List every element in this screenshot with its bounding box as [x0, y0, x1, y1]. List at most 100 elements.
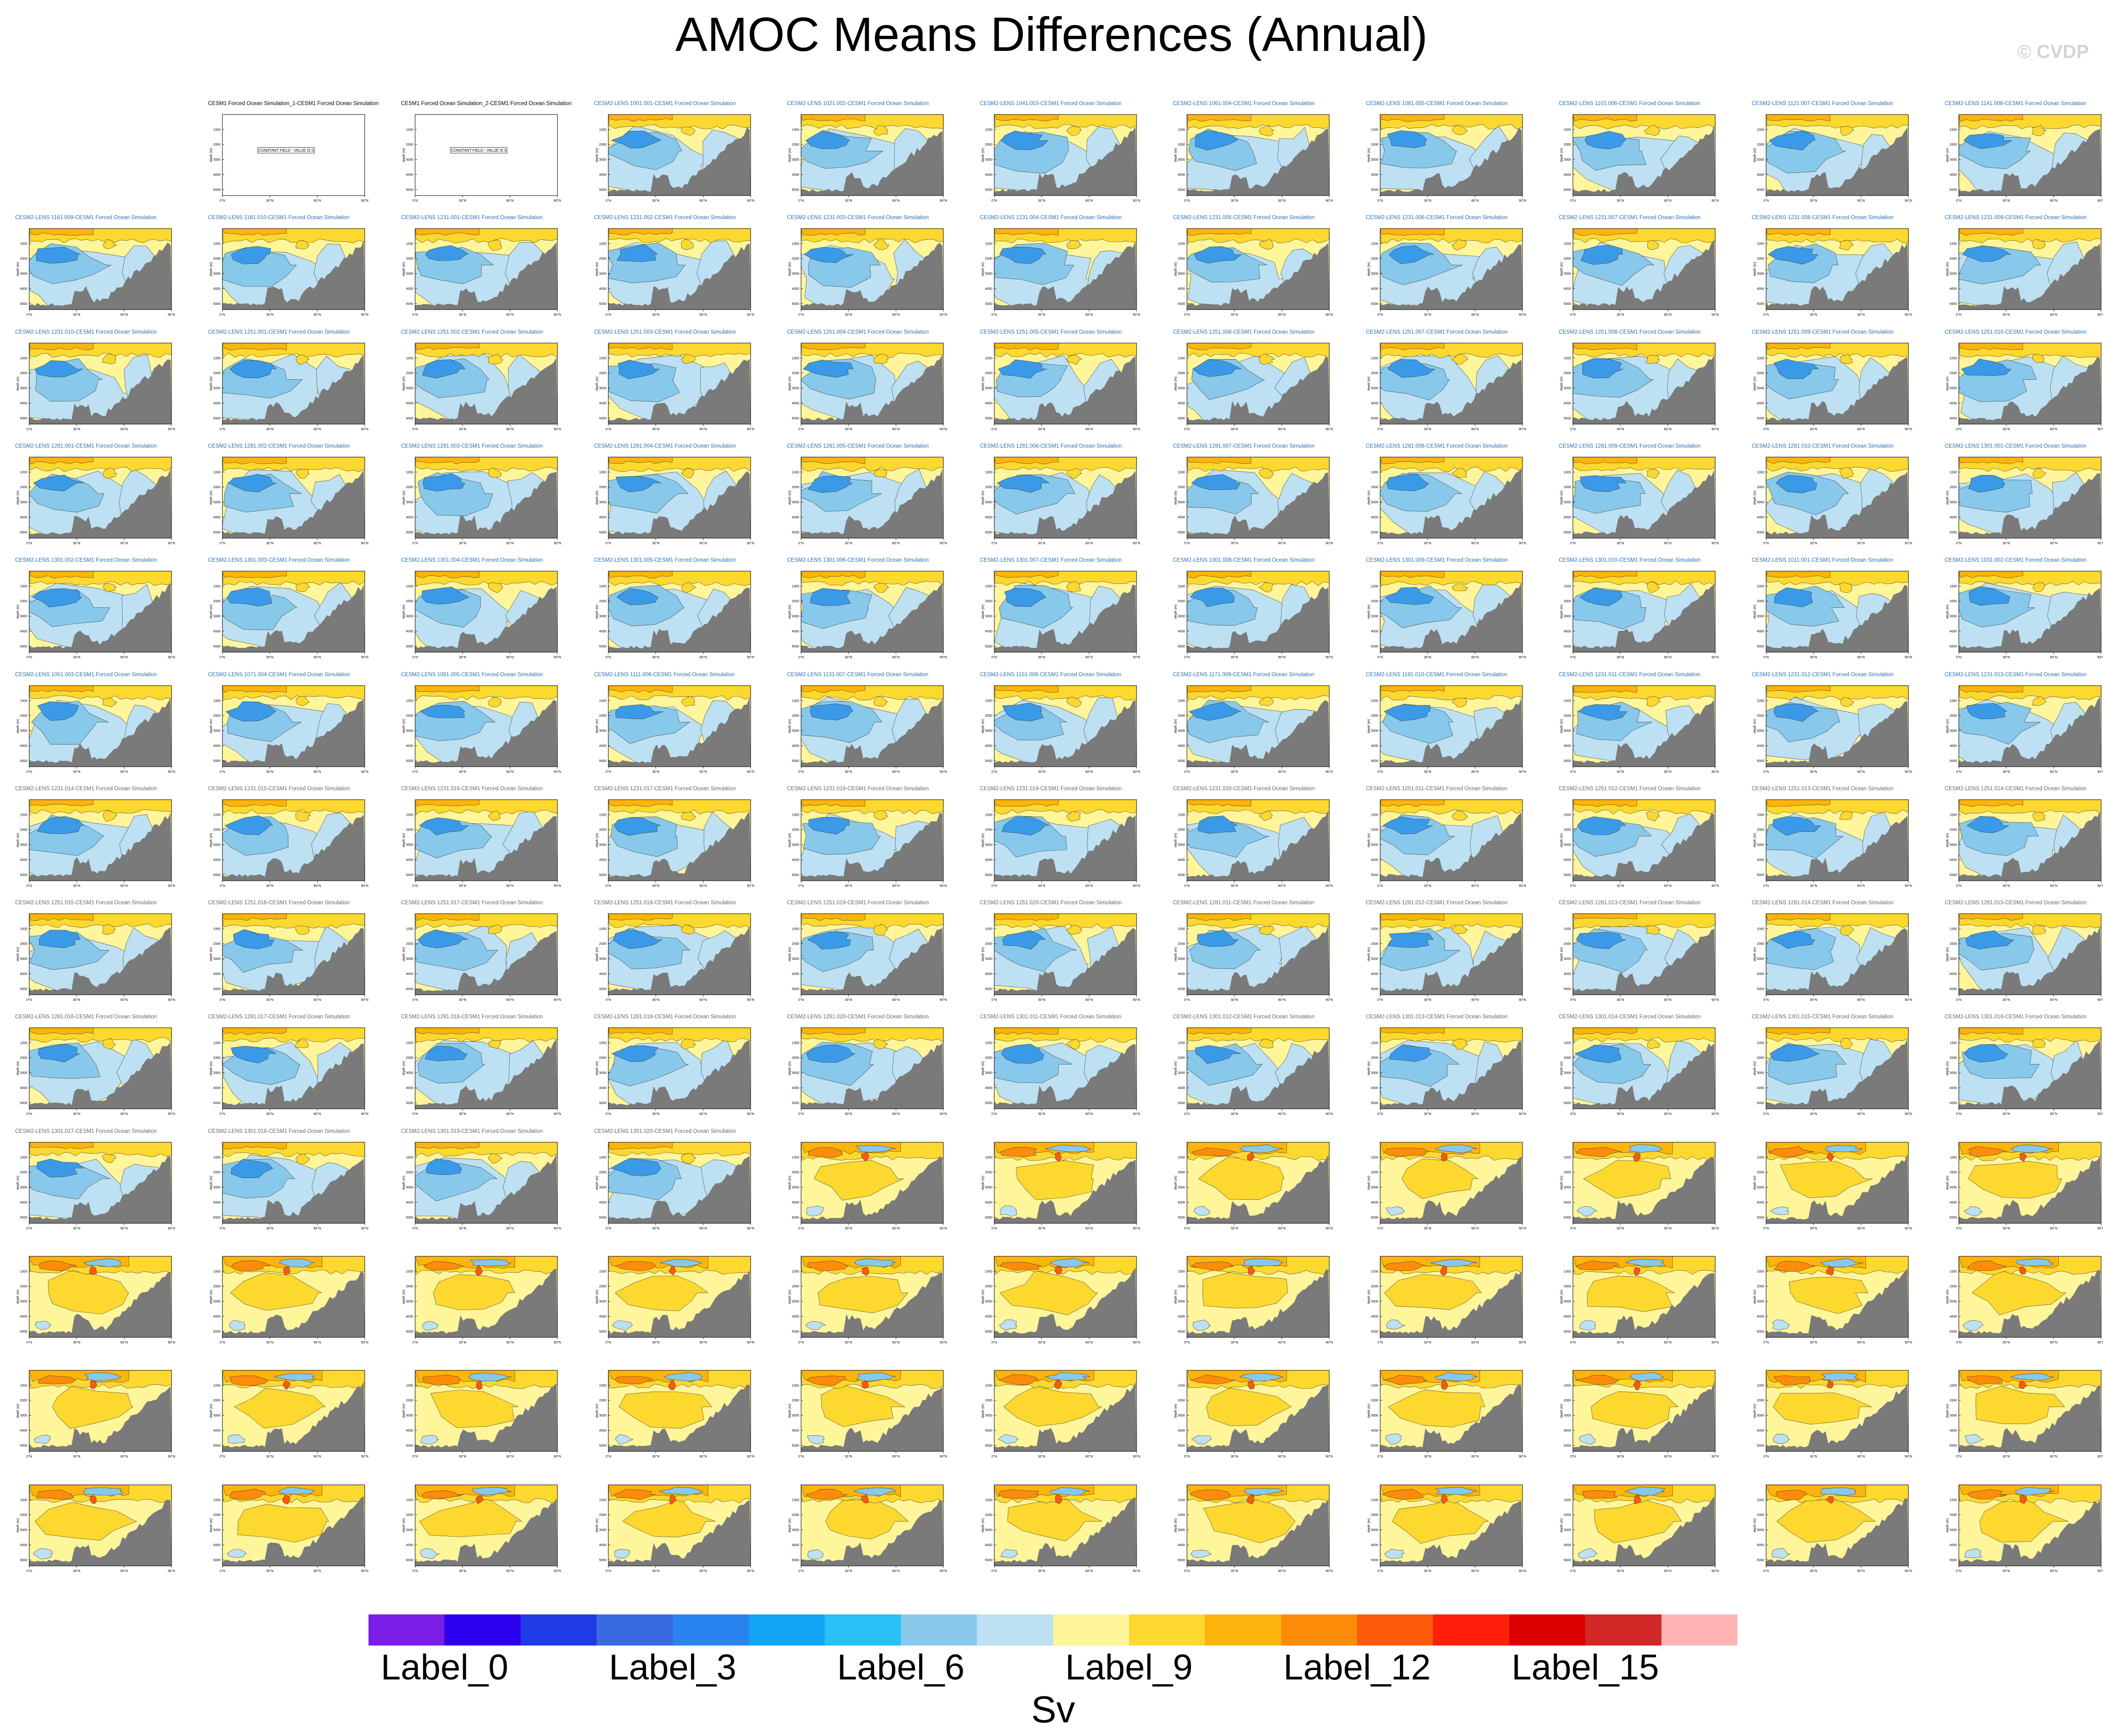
x-tick-label: 30°N	[1617, 1455, 1624, 1458]
y-axis-label: depth (m)	[1174, 605, 1178, 619]
y-tick-label: 1000	[1178, 1042, 1185, 1045]
y-axis-label: depth (m)	[1174, 1176, 1178, 1190]
y-tick-label: 5000	[213, 531, 221, 534]
x-tick-label: 90°N	[747, 427, 754, 431]
x-tick-label: 30°N	[266, 1341, 273, 1344]
y-tick-label: 5000	[20, 303, 27, 306]
y-tick-label: 5000	[985, 1444, 992, 1448]
y-tick-label: 3000	[1757, 1072, 1764, 1075]
y-tick-label: 1000	[792, 1384, 799, 1388]
y-tick-label: 3000	[213, 1300, 221, 1303]
y-axis-label: depth (m)	[1174, 833, 1178, 847]
plot-frame	[415, 228, 558, 310]
plot-frame	[994, 685, 1137, 767]
plot-frame	[801, 457, 944, 539]
amoc-panel: CESM2-LENS 1251.012-CESM1 Forced Ocean S…	[1559, 786, 1749, 900]
x-tick-label: 60°N	[1085, 1455, 1093, 1458]
y-tick-label: 4000	[406, 1315, 413, 1318]
x-tick-label: 60°N	[507, 427, 514, 431]
y-tick-label: 3000	[1757, 843, 1764, 847]
y-axis-label: depth (m)	[1946, 1404, 1949, 1418]
x-tick-label: 30°N	[459, 1569, 466, 1573]
y-tick-label: 3000	[1949, 1072, 1957, 1075]
x-tick-label: 0°N	[991, 313, 997, 317]
plot-frame	[1572, 1484, 1716, 1566]
y-axis-label: depth (m)	[1946, 1061, 1949, 1075]
x-tick-label: 60°N	[892, 1341, 900, 1344]
y-axis-label: depth (m)	[16, 491, 20, 505]
y-tick-label: 2000	[406, 143, 413, 147]
x-tick-label: 90°N	[1133, 655, 1140, 659]
y-tick-label: 3000	[1757, 1529, 1764, 1532]
y-axis-label: depth (m)	[16, 1404, 20, 1418]
y-tick-label: 2000	[1371, 1514, 1378, 1517]
plot-frame	[1380, 1027, 1522, 1109]
y-tick-label: 4000	[985, 1544, 992, 1547]
y-tick-label: 1000	[1949, 1270, 1957, 1273]
x-tick-label: 60°N	[1471, 541, 1479, 545]
panel-title: CESM2-LENS 1081.005-CESM1 Forced Ocean S…	[1366, 101, 1508, 106]
x-tick-label: 30°N	[266, 1569, 273, 1573]
y-tick-label: 2000	[406, 828, 413, 832]
panel-title: CESM2-LENS 1031.002-CESM1 Forced Ocean S…	[1945, 557, 2087, 564]
y-tick-label: 2000	[792, 1285, 799, 1288]
y-tick-label: 5000	[1371, 759, 1378, 762]
amoc-panel: 1000 2000 3000 4000 5000 depth (m) 0°N 30°N 60°N…	[401, 1471, 591, 1585]
y-tick-label: 1000	[1178, 585, 1185, 589]
y-tick-label: 1000	[213, 699, 221, 703]
x-tick-label: 0°N	[1377, 655, 1383, 659]
amoc-panel: CESM2-LENS 1101.006-CESM1 Forced Ocean S…	[1559, 100, 1749, 215]
amoc-panel: CESM2-LENS 1231.018-CESM1 Forced Ocean S…	[787, 786, 977, 900]
x-tick-label: 90°N	[1905, 770, 1912, 774]
y-tick-label: 3000	[1371, 387, 1378, 390]
amoc-panel: CESM2-LENS 1231.007-CESM1 Forced Ocean S…	[1559, 214, 1749, 329]
panel-title: CESM2-LENS 1251.001-CESM1 Forced Ocean S…	[208, 329, 350, 335]
y-tick-label: 3000	[1757, 729, 1764, 733]
x-tick-label: 30°N	[652, 998, 659, 1002]
y-tick-label: 1000	[406, 1156, 413, 1159]
y-tick-label: 2000	[1371, 372, 1378, 375]
plot-frame	[29, 571, 172, 653]
y-tick-label: 5000	[20, 1444, 27, 1448]
y-axis-label: depth (m)	[788, 1404, 792, 1418]
seafloor	[1187, 1384, 1329, 1452]
seafloor	[801, 1499, 943, 1566]
amoc-panel: CESM2-LENS 1301.003-CESM1 Forced Ocean S…	[208, 557, 399, 671]
y-axis-label: depth (m)	[1753, 1176, 1757, 1190]
y-tick-label: 3000	[1178, 729, 1185, 733]
seafloor	[29, 582, 172, 653]
x-tick-label: 30°N	[266, 1112, 273, 1116]
y-tick-label: 4000	[792, 1544, 799, 1547]
plot-frame	[1958, 1484, 2102, 1566]
y-tick-label: 1000	[1757, 1156, 1764, 1159]
y-tick-label: 1000	[599, 471, 606, 474]
y-axis-label: depth (m)	[402, 833, 406, 847]
seafloor	[415, 931, 557, 995]
x-tick-label: 30°N	[1038, 1227, 1045, 1230]
y-axis-label: depth (m)	[1174, 1290, 1178, 1304]
x-tick-label: 30°N	[1617, 427, 1624, 431]
x-tick-label: 90°N	[168, 427, 175, 431]
y-axis-label: depth (m)	[596, 1061, 599, 1075]
y-tick-label: 3000	[213, 387, 221, 390]
panel-title: CESM1 Forced Ocean Simulation_1-CESM1 Fo…	[208, 101, 379, 106]
x-tick-label: 90°N	[361, 884, 368, 888]
amoc-panel: CESM2-LENS 1301.015-CESM1 Forced Ocean S…	[1752, 1014, 1942, 1128]
x-tick-label: 90°N	[940, 1112, 947, 1116]
seafloor	[994, 1497, 1137, 1566]
amoc-panel: CESM2-LENS 1231.016-CESM1 Forced Ocean S…	[401, 786, 591, 900]
seafloor	[415, 357, 557, 424]
y-tick-label: 2000	[1178, 942, 1185, 946]
y-tick-label: 2000	[213, 714, 221, 718]
